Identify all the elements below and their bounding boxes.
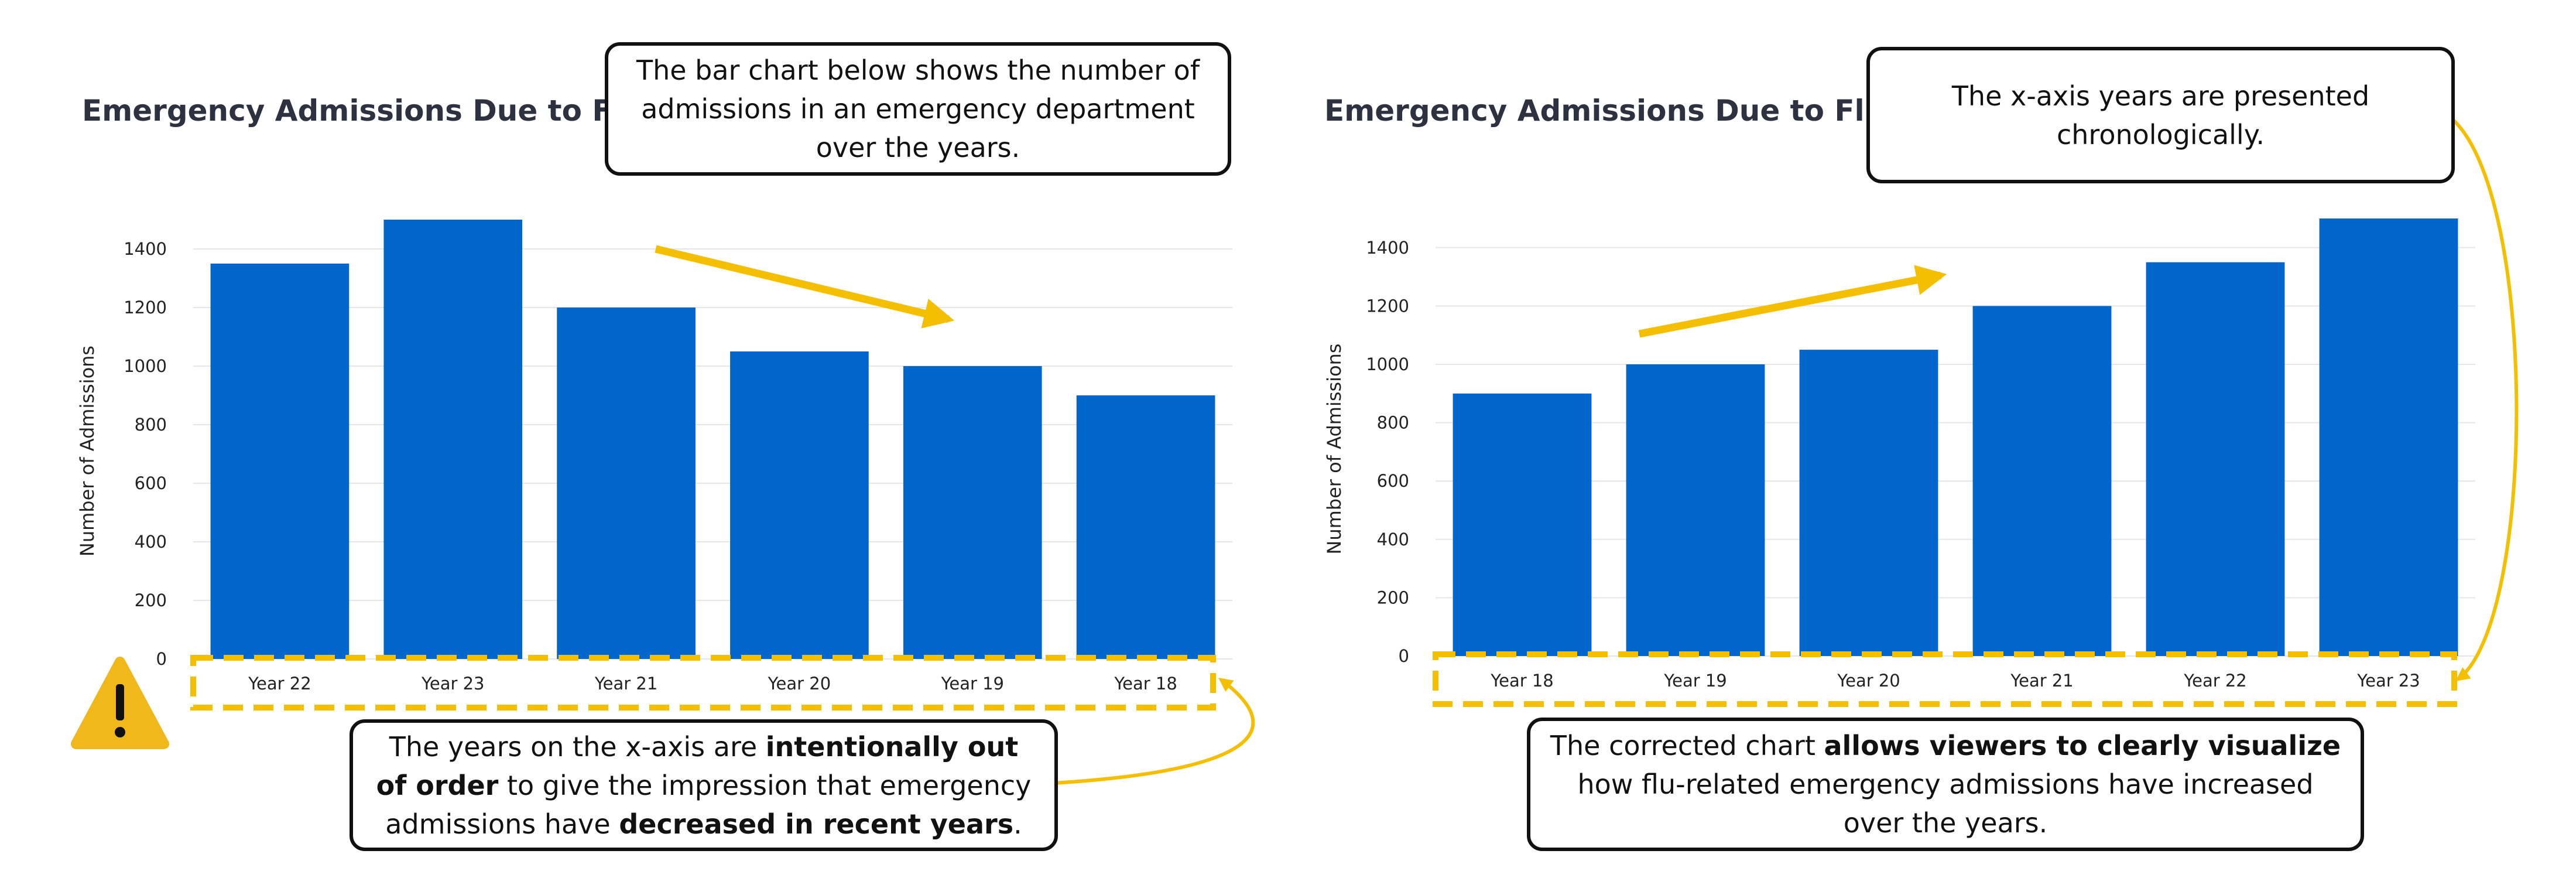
x-tick-label: Year 20	[1837, 671, 1900, 691]
bar	[383, 220, 523, 659]
left-bottom-bold-1: intentionally out of order	[376, 730, 1019, 801]
x-tick-label: Year 22	[248, 674, 311, 694]
x-tick-label: Year 18	[1490, 671, 1554, 691]
y-tick-label: 600	[135, 473, 167, 493]
bar	[903, 366, 1042, 659]
y-axis-label: Number of Admissions	[76, 346, 98, 556]
right-trend-arrow	[1638, 265, 1947, 338]
y-tick-label: 1000	[1366, 354, 1409, 374]
bar	[730, 351, 869, 659]
bar	[2146, 262, 2285, 656]
bar	[557, 308, 696, 659]
y-tick-label: 0	[156, 649, 167, 669]
left-chart-title: Emergency Admissions Due to Flu	[82, 94, 643, 128]
bar	[210, 264, 350, 659]
warning-triangle-icon	[71, 657, 169, 749]
x-tick-label: Year 22	[2183, 671, 2247, 691]
y-tick-label: 800	[135, 415, 167, 435]
x-tick-label: Year 23	[421, 674, 485, 694]
y-tick-label: 1200	[1366, 296, 1409, 316]
x-tick-label: Year 19	[940, 674, 1004, 694]
y-tick-label: 200	[1377, 588, 1409, 607]
y-tick-label: 400	[135, 532, 167, 552]
y-tick-label: 200	[135, 590, 167, 610]
left-bottom-text-3: .	[1013, 808, 1022, 840]
bar	[1076, 395, 1215, 659]
right-xaxis-highlight-box	[1433, 651, 2457, 707]
right-bottom-text-2: how flu-related emergency admissions hav…	[1577, 768, 2314, 839]
left-trend-arrow	[655, 245, 955, 329]
y-tick-label: 1400	[1366, 238, 1409, 258]
bar	[1799, 350, 1938, 656]
left-connector-curve	[1053, 678, 1255, 785]
x-tick-label: Year 21	[594, 674, 658, 694]
right-bottom-bold-1: allows viewers to clearly visualize	[1824, 730, 2341, 761]
left-bar-chart: 0 200 400 600 800 1000 1200 1400 Year 22 Year 23 Y…	[76, 220, 1232, 694]
left-bottom-text-2: to give the impression that emergency ad…	[385, 769, 1032, 840]
y-tick-label: 1000	[124, 356, 167, 376]
left-top-callout: The bar chart below shows the number of …	[605, 42, 1231, 176]
right-top-callout: The x-axis years are presented chronolog…	[1866, 47, 2455, 183]
right-chart-title: Emergency Admissions Due to Flu	[1324, 94, 1886, 128]
y-tick-label: 400	[1377, 530, 1409, 549]
right-bottom-text-1: The corrected chart	[1550, 730, 1824, 761]
right-bottom-callout: The corrected chart allows viewers to cl…	[1527, 718, 2364, 851]
y-tick-label: 600	[1377, 471, 1409, 491]
y-tick-label: 0	[1399, 646, 1409, 666]
right-connector-curve	[2445, 112, 2519, 681]
x-tick-label: Year 21	[2010, 671, 2074, 691]
y-tick-label: 800	[1377, 413, 1409, 433]
y-tick-label: 1400	[124, 239, 167, 259]
bar	[1972, 306, 2112, 656]
y-axis-label: Number of Admissions	[1323, 343, 1345, 554]
x-tick-label: Year 19	[1663, 671, 1727, 691]
bar	[1453, 393, 1592, 656]
bar	[1626, 364, 1765, 656]
x-tick-label: Year 18	[1114, 674, 1177, 694]
left-bottom-bold-2: decreased in recent years	[619, 808, 1014, 840]
left-xaxis-highlight-box	[190, 655, 1216, 711]
right-bar-chart: 0 200 400 600 800 1000 1200 1400 Year 18 Year 19 Y…	[1323, 218, 2475, 691]
bar	[2319, 218, 2458, 656]
y-tick-label: 1200	[124, 298, 167, 317]
left-bottom-text-1: The years on the x-axis are	[389, 730, 766, 763]
x-tick-label: Year 20	[768, 674, 831, 694]
x-tick-label: Year 23	[2356, 671, 2420, 691]
left-bottom-callout: The years on the x-axis are intentionall…	[350, 719, 1058, 851]
